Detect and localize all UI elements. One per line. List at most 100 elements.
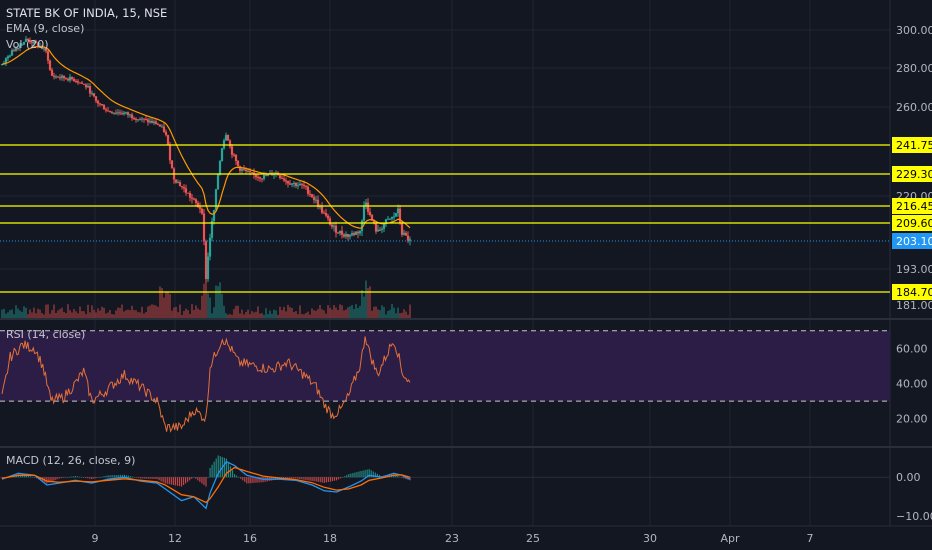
candle-body — [396, 208, 400, 214]
volume-bar — [95, 312, 97, 318]
macd-histogram-bar — [182, 477, 185, 485]
macd-histogram-bar — [362, 470, 364, 478]
macd-histogram-bar — [309, 477, 311, 481]
macd-histogram-bar — [325, 477, 327, 483]
macd-histogram-bar — [299, 477, 301, 480]
volume-bar — [307, 311, 309, 318]
volume-bar — [381, 305, 383, 318]
volume-bar — [383, 307, 385, 318]
candle-body — [152, 121, 156, 123]
candle-body — [350, 233, 354, 236]
volume-bar — [369, 286, 371, 318]
macd-histogram-bar — [52, 477, 54, 481]
macd-histogram-bar — [344, 476, 346, 478]
macd-histogram-bar — [368, 469, 370, 478]
volume-bar — [253, 312, 255, 318]
macd-histogram-bar — [238, 477, 240, 478]
volume-bar — [151, 304, 153, 318]
volume-bar — [67, 304, 69, 318]
volume-bar — [27, 314, 29, 318]
volume-bar — [11, 309, 13, 318]
macd-histogram-bar — [68, 476, 70, 478]
candle-body — [334, 225, 338, 233]
candle-body — [4, 58, 8, 64]
volume-bar — [201, 295, 203, 318]
candle-body — [246, 170, 250, 172]
candle-body — [300, 183, 304, 185]
volume-bar — [355, 304, 357, 318]
macd-histogram-bar — [364, 470, 366, 478]
macd-histogram-bar — [246, 477, 248, 484]
volume-bar — [241, 309, 243, 318]
volume-bar — [147, 306, 149, 318]
volume-bar — [387, 310, 389, 318]
candle-body — [114, 112, 118, 114]
volume-bar — [209, 297, 211, 318]
volume-bar — [271, 313, 273, 318]
volume-bar — [19, 310, 21, 318]
volume-bar — [301, 314, 303, 318]
candle-body — [198, 206, 202, 209]
price-axis-label: 216.45 — [896, 200, 932, 213]
macd-histogram-bar — [158, 477, 160, 481]
volume-bar — [73, 308, 75, 318]
candle-body — [384, 219, 388, 224]
macd-histogram-bar — [91, 477, 93, 480]
volume-bar — [323, 310, 325, 318]
macd-histogram-bar — [99, 477, 101, 478]
volume-bar — [17, 308, 19, 318]
volume-bar — [359, 305, 361, 318]
candle-body — [304, 185, 308, 187]
volume-bar — [49, 313, 51, 318]
macd-indicator-label[interactable]: MACD (12, 26, close, 9) — [6, 454, 136, 467]
price-axis-label: 241.75 — [896, 139, 932, 152]
candle-body — [354, 231, 358, 235]
candle-body — [48, 60, 52, 70]
macd-histogram-bar — [397, 475, 399, 478]
price-level-badge-6 — [892, 198, 932, 214]
volume-bar — [133, 310, 135, 318]
volume-bar — [233, 309, 235, 318]
macd-histogram-bar — [356, 472, 358, 478]
volume-bar — [331, 309, 333, 318]
volume-bar — [99, 310, 101, 318]
volume-bar — [261, 313, 263, 318]
volume-bar — [167, 291, 169, 318]
price-axis-label: 260.00 — [896, 101, 932, 114]
volume-bar — [373, 306, 375, 318]
macd-histogram-bar — [172, 477, 174, 485]
candle-body — [90, 93, 94, 95]
macd-histogram-bar — [105, 475, 107, 478]
macd-histogram-bar — [403, 477, 405, 479]
candle-body — [306, 186, 310, 194]
candle-body — [88, 86, 92, 94]
volume-bar — [395, 313, 397, 318]
macd-histogram-bar — [83, 477, 85, 478]
ema-indicator-label[interactable]: EMA (9, close) — [6, 22, 85, 35]
candle-body — [8, 55, 12, 57]
candle-body — [148, 120, 152, 123]
macd-histogram-bar — [160, 477, 162, 482]
macd-histogram-bar — [358, 471, 360, 478]
volume-bar — [1, 309, 3, 318]
candle-body — [332, 225, 336, 227]
volume-indicator-label[interactable]: Vol (20) — [6, 38, 49, 51]
volume-bar — [327, 305, 329, 318]
candle-body — [256, 176, 260, 178]
candle-body — [254, 174, 258, 177]
price-level-badge-4 — [892, 166, 932, 182]
volume-bar — [197, 308, 199, 318]
symbol-title[interactable]: STATE BK OF INDIA, 15, NSE — [6, 6, 168, 20]
macd-histogram-bar — [231, 470, 234, 478]
volume-bar — [367, 288, 369, 318]
candle-body — [394, 213, 398, 217]
candle-body — [130, 114, 134, 118]
candle-body — [108, 110, 112, 113]
volume-bar — [179, 304, 181, 318]
macd-histogram-bar — [162, 477, 164, 483]
macd-histogram-bar — [93, 477, 95, 479]
candle-body — [398, 208, 402, 223]
macd-histogram-bar — [354, 472, 356, 478]
rsi-indicator-label[interactable]: RSI (14, close) — [6, 328, 86, 341]
